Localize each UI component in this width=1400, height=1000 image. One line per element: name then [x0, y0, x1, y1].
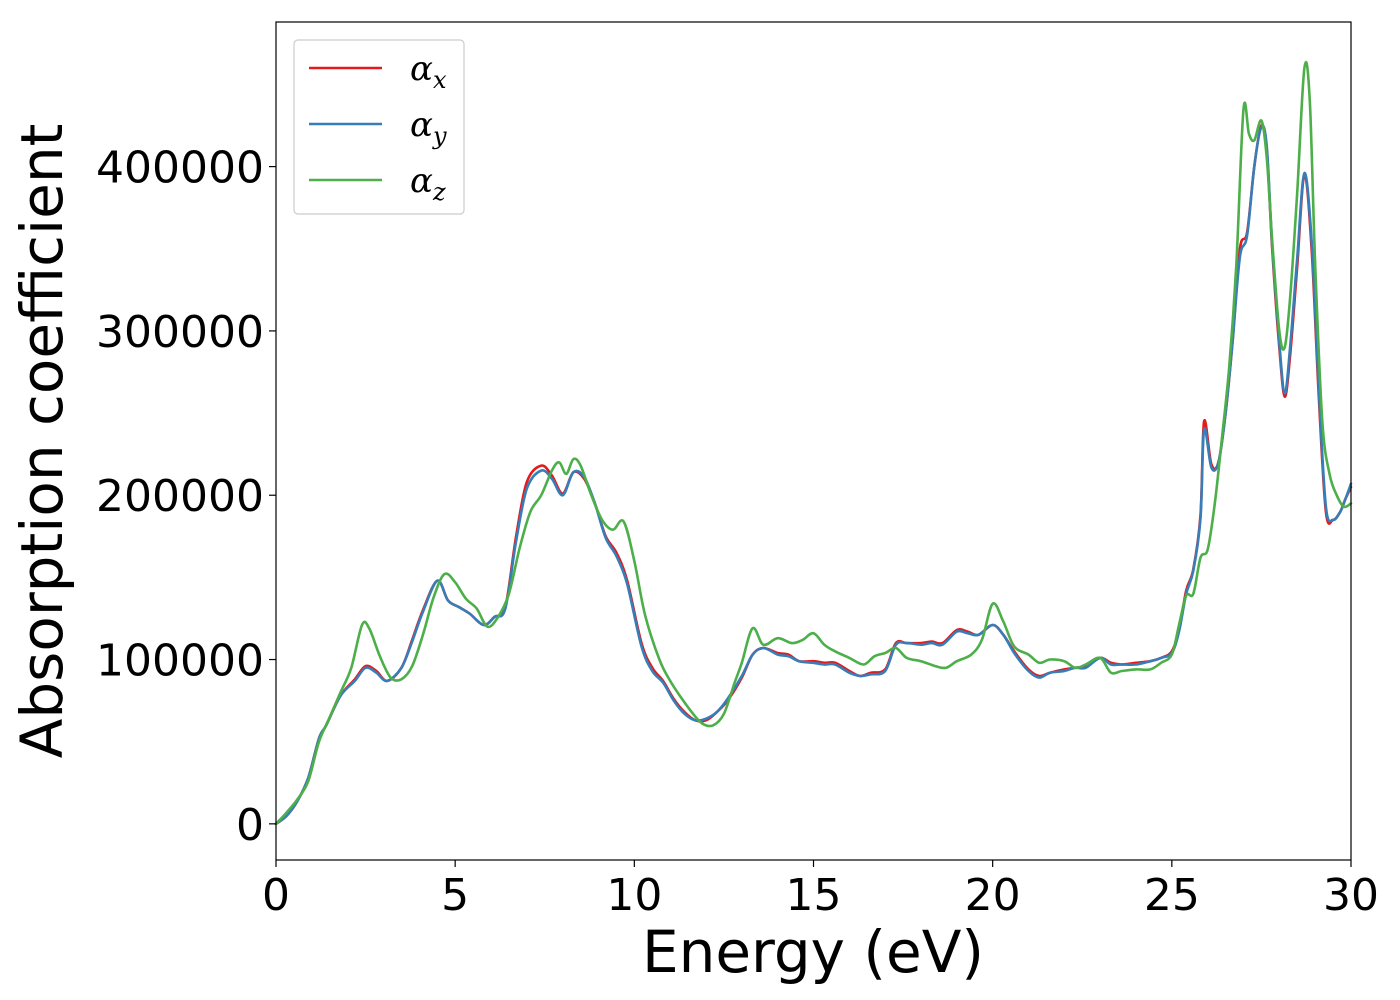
x-tick-label: 0 — [262, 870, 290, 921]
y-tick-label: 400000 — [96, 143, 264, 194]
legend: αx αy αz — [293, 39, 465, 215]
legend-label-z: αz — [410, 161, 446, 206]
x-axis-label: Energy (eV) — [642, 918, 984, 986]
y-axis-ticks: 0 100000 200000 300000 400000 — [96, 143, 276, 851]
legend-label-y: αy — [410, 105, 447, 150]
legend-label-x: αx — [410, 49, 447, 94]
series-layer — [274, 60, 1353, 826]
y-tick-label: 100000 — [96, 636, 264, 687]
x-tick-label: 5 — [441, 870, 469, 921]
x-tick-label: 10 — [606, 870, 662, 921]
y-tick-label: 200000 — [96, 471, 264, 522]
legend-box — [293, 39, 465, 215]
y-tick-label: 0 — [236, 800, 264, 851]
x-tick-label: 20 — [965, 870, 1021, 921]
series-line-z — [274, 60, 1353, 826]
x-tick-label: 25 — [1144, 870, 1200, 921]
series-line-y — [274, 124, 1353, 826]
x-axis-ticks: 0 5 10 15 20 25 30 — [262, 860, 1379, 921]
x-tick-label: 15 — [786, 870, 842, 921]
x-tick-label: 30 — [1323, 870, 1379, 921]
y-tick-label: 300000 — [96, 307, 264, 358]
y-axis-label: Absorption coefficient — [8, 124, 76, 759]
